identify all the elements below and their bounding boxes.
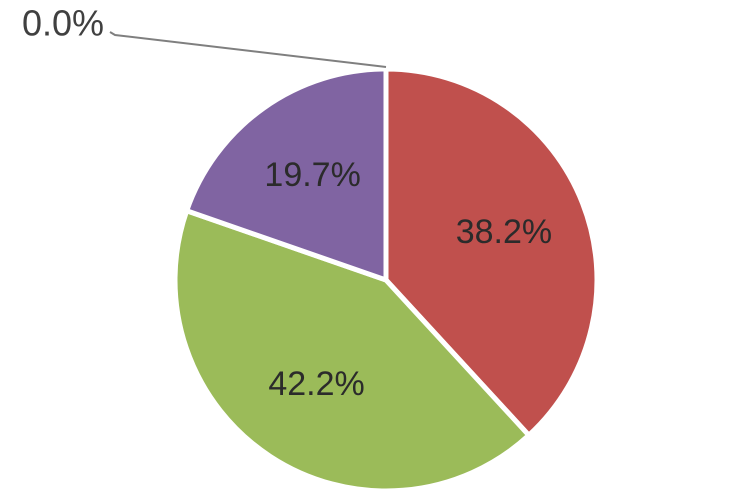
leader-line [109,31,387,68]
data-label: 38.2% [456,213,552,251]
data-label: 19.7% [264,156,360,194]
data-label: 0.0% [22,3,104,44]
pie-slice [184,66,389,283]
pie-slice [383,66,600,438]
data-label: 42.2% [268,365,364,403]
pie-slice [172,208,532,494]
